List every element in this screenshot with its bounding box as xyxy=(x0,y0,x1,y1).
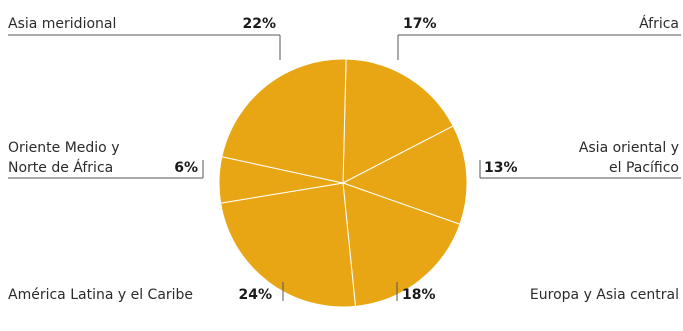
pct-oriente-medio: 6% xyxy=(174,160,198,176)
label-europa: Europa y Asia central xyxy=(530,287,679,303)
pie-slice-asia-meridional xyxy=(221,58,347,184)
pct-asia-meridional: 22% xyxy=(242,16,276,32)
label-asia-oriental-line1: Asia oriental y xyxy=(579,140,679,156)
pct-africa: 17% xyxy=(403,16,437,32)
pct-europa: 18% xyxy=(402,287,436,303)
pie-slice-africa xyxy=(342,58,454,184)
pie-slice-america-latina-y-el-caribe xyxy=(220,182,357,308)
label-rules xyxy=(8,34,681,301)
pie-slice-europa-y-asia-central xyxy=(342,182,461,307)
label-asia-oriental-line2: el Pacífico xyxy=(609,160,679,176)
label-oriente-medio-line1: Oriente Medio y xyxy=(8,140,119,156)
label-asia-meridional: Asia meridional xyxy=(8,16,116,32)
pie-slices xyxy=(218,58,468,308)
label-africa: África xyxy=(639,15,679,32)
pie-slice-asia-oriental-y-el-pacifico xyxy=(341,125,468,225)
label-america-latina: América Latina y el Caribe xyxy=(8,287,193,303)
pct-america-latina: 24% xyxy=(238,287,272,303)
pct-asia-oriental: 13% xyxy=(484,160,518,176)
slice-labels: Asia meridional 22% 17% África Oriente M… xyxy=(8,15,679,303)
label-oriente-medio-line2: Norte de África xyxy=(8,159,113,176)
